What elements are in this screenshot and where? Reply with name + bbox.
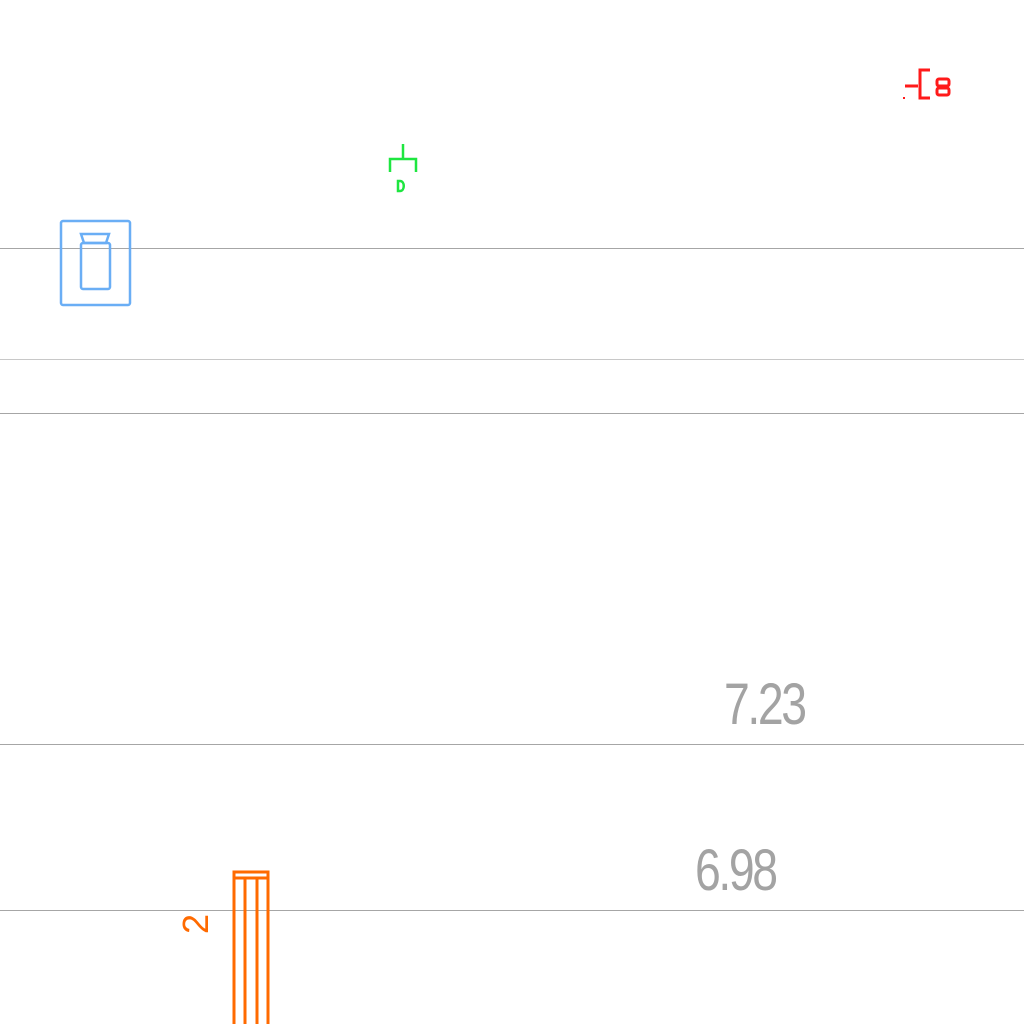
value-label-lower: 6.98 xyxy=(695,838,778,903)
guide-line xyxy=(0,248,1024,249)
guide-line xyxy=(0,359,1024,360)
weight-icon xyxy=(59,219,132,307)
guide-line xyxy=(0,413,1024,414)
value-label-upper: 7.23 xyxy=(724,672,807,737)
tee-fitting-icon xyxy=(388,144,418,193)
guide-line xyxy=(0,744,1024,745)
marker-label: 2 xyxy=(175,913,216,935)
valve-cluster-icon xyxy=(903,68,951,100)
guide-line xyxy=(0,910,1024,911)
orange-bar xyxy=(232,870,270,1024)
